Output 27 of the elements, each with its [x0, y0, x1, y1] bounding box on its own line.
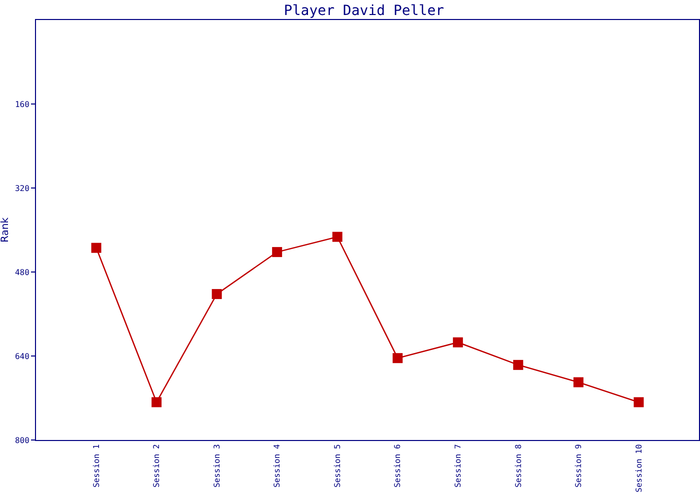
y-tick-label: 160: [14, 100, 30, 109]
x-tick-label: Session 6: [393, 444, 402, 488]
point: [152, 397, 162, 408]
point: [272, 247, 282, 258]
x-tick-label: Session 4: [272, 444, 282, 488]
point: [91, 242, 102, 253]
point: [332, 232, 342, 242]
y-tick-label: 640: [14, 352, 30, 361]
point: [212, 289, 222, 300]
point: [392, 353, 403, 364]
x-tick-label: Session 2: [152, 444, 162, 488]
x-tick-label: Session 7: [454, 444, 463, 488]
x-tick-label: Session 3: [212, 444, 222, 488]
x-tick-label: Session 10: [634, 444, 644, 492]
y-tick-label: 320: [14, 184, 30, 193]
point: [513, 360, 524, 370]
x-tick-label: Session 1: [92, 444, 101, 488]
x-tick-label: Session 8: [514, 444, 523, 488]
chart-title: Player David Peller: [284, 2, 444, 19]
point: [452, 337, 463, 348]
y-tick-label: 800: [14, 436, 30, 445]
y-axis-title: Rank: [0, 217, 11, 242]
x-tick-label: Session 9: [574, 444, 584, 488]
point: [573, 377, 584, 388]
y-tick-label: 480: [14, 268, 30, 277]
point: [634, 397, 644, 408]
x-tick-label: Session 5: [332, 444, 342, 488]
